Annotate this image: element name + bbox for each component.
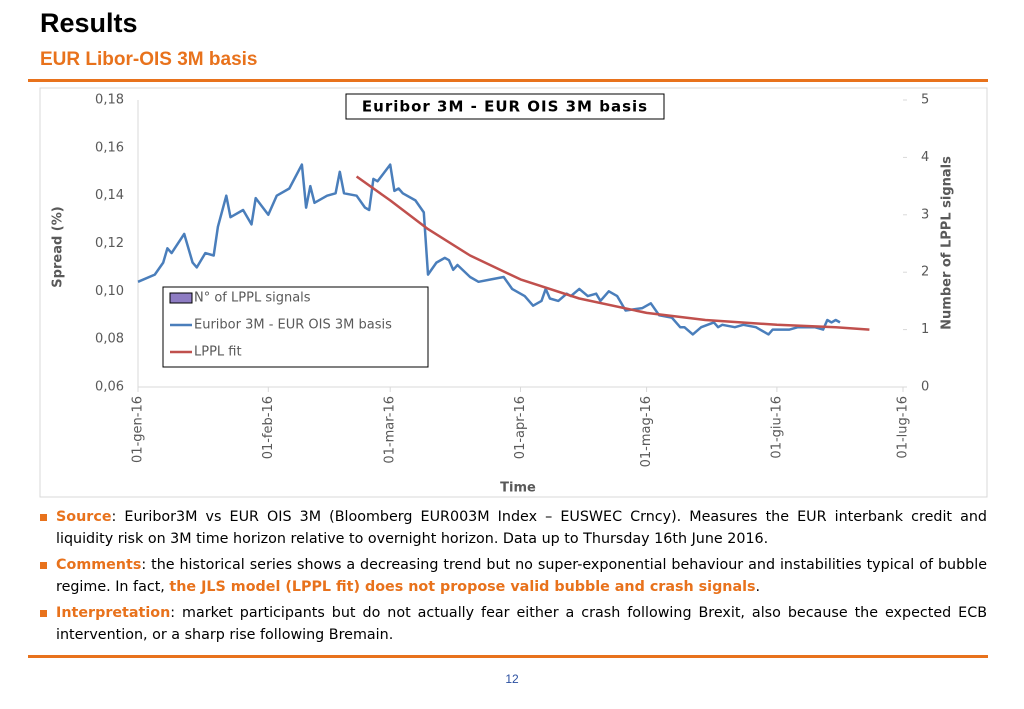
x-tick-label: 01-gen-16 <box>131 396 146 463</box>
legend-label: Euribor 3M - EUR OIS 3M basis <box>194 318 392 333</box>
bullet-text: . <box>755 579 761 595</box>
bullet-item: Interpretation: market participants but … <box>40 602 987 646</box>
y-tick-label: 0,16 <box>95 140 124 155</box>
bullet-text: : Euribor3M vs EUR OIS 3M (Bloomberg EUR… <box>56 509 987 547</box>
slide-title: Results <box>40 8 138 38</box>
y2-tick-label: 2 <box>921 265 929 280</box>
y-axis-label: Spread (%) <box>51 206 66 287</box>
chart-title: Euribor 3M - EUR OIS 3M basis <box>362 98 648 116</box>
x-tick-label: 01-lug-16 <box>896 396 911 459</box>
bullet-text: : market participants but do not actuall… <box>56 605 987 643</box>
data-line <box>355 175 870 331</box>
y2-tick-label: 4 <box>921 150 929 165</box>
y-tick-label: 0,10 <box>95 284 124 299</box>
legend-box <box>162 286 429 368</box>
chart: Euribor 3M - EUR OIS 3M basis Time Sprea… <box>39 87 988 498</box>
x-tick-label: 01-mag-16 <box>639 396 654 467</box>
y-tick-label: 0,12 <box>95 236 124 251</box>
y2-tick-label: 5 <box>921 93 929 108</box>
y-tick-label: 0,14 <box>95 188 124 203</box>
x-tick-label: 01-apr-16 <box>513 396 528 459</box>
y2-tick-label: 1 <box>921 322 929 337</box>
bullet-text: the JLS model (LPPL fit) does not propos… <box>169 579 756 595</box>
bullet-item: Source: Euribor3M vs EUR OIS 3M (Bloombe… <box>40 506 987 550</box>
x-axis-label: Time <box>500 481 536 496</box>
bullet-text: : the historical series shows a decreasi… <box>56 557 987 595</box>
divider <box>28 655 988 658</box>
y-tick-label: 0,06 <box>95 380 124 395</box>
legend-label: LPPL fit <box>194 345 242 360</box>
bullet-list: Source: Euribor3M vs EUR OIS 3M (Bloombe… <box>40 506 987 650</box>
y-tick-label: 0,08 <box>95 332 124 347</box>
bullet-label: Comments <box>56 557 142 573</box>
bullet-label: Interpretation <box>56 605 171 621</box>
legend-swatch <box>169 292 193 304</box>
divider <box>28 79 988 82</box>
y2-tick-label: 0 <box>921 380 929 395</box>
legend-label: N° of LPPL signals <box>194 291 311 306</box>
x-tick-label: 01-giu-16 <box>769 396 784 459</box>
x-tick-label: 01-feb-16 <box>261 396 276 459</box>
bullet-item: Comments: the historical series shows a … <box>40 554 987 598</box>
page-number: 12 <box>505 672 519 686</box>
x-tick-label: 01-mar-16 <box>383 396 398 464</box>
y2-tick-label: 3 <box>921 207 929 222</box>
y-tick-label: 0,18 <box>95 93 124 108</box>
data-line <box>137 163 841 336</box>
title-box <box>345 93 665 120</box>
bullet-label: Source <box>56 509 112 525</box>
slide-subtitle: EUR Libor-OIS 3M basis <box>40 49 258 70</box>
y2-axis-label: Number of LPPL signals <box>940 156 955 330</box>
